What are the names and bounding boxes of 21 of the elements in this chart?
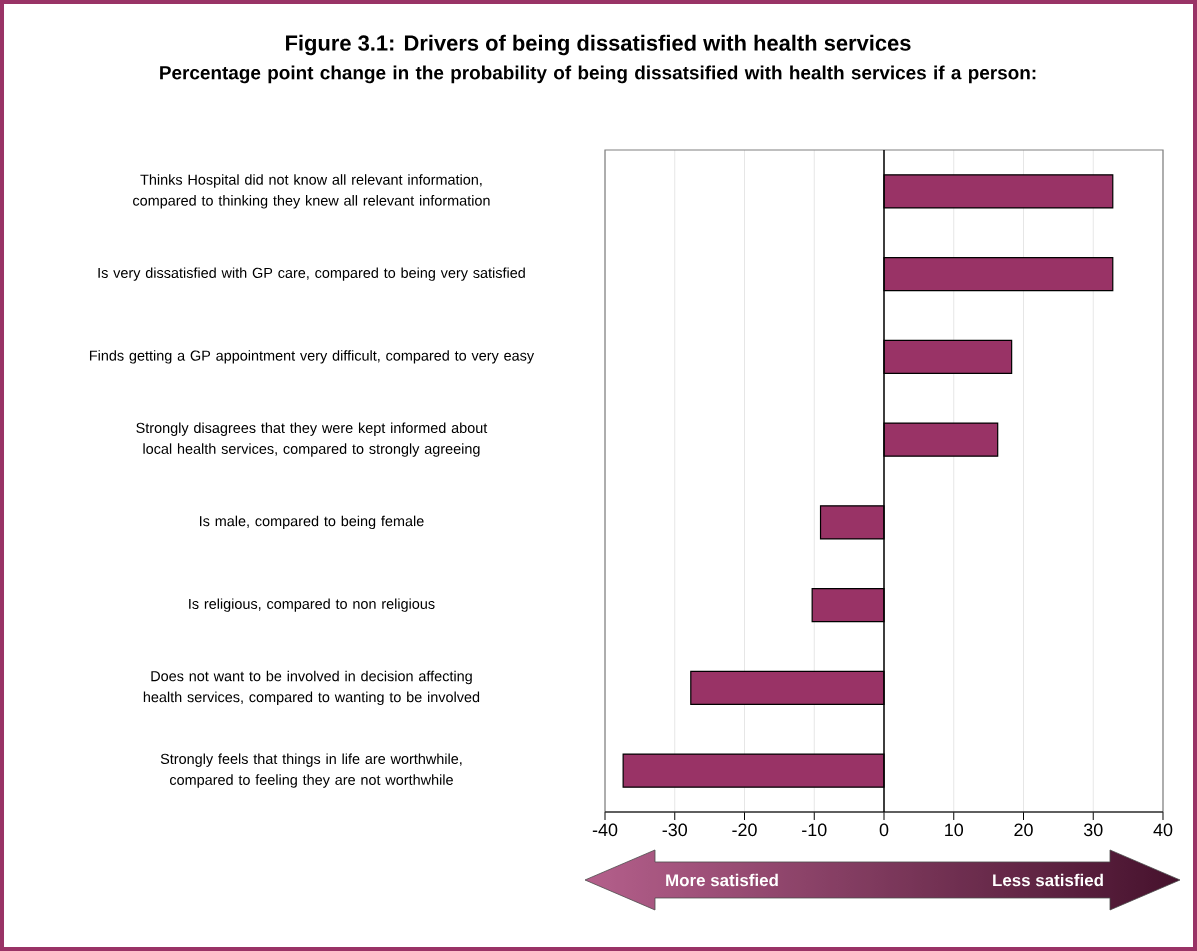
text: More satisfied (666, 873, 778, 887)
x-tick-label: -40 (592, 823, 618, 837)
chart-title: Figure 3.1: Drivers of being dissatisfied with health services (286, 34, 911, 56)
text: Less satisfied (993, 873, 1103, 887)
y-tick-label: Is male, compared to being female (200, 515, 424, 530)
chart-subtitle: Percentage point change in the probability of being dissatsified with health services if a person: (160, 65, 1036, 84)
y-tick-label: Strongly feels that things in life are worthwhile, compared to feeling they are not worthwhile (160, 753, 462, 788)
y-tick-label: Strongly disagrees that they were kept informed about local health services, compared to strongly agreeing (136, 422, 488, 457)
x-tick-label: 20 (1014, 823, 1033, 837)
x-tick-label: -30 (662, 823, 688, 837)
y-tick-label: Does not want to be involved in decision affecting health services, compared to wanting to be involved (143, 670, 480, 706)
x-tick-label: 0 (879, 823, 889, 837)
x-tick-label: 10 (945, 823, 964, 837)
y-tick-label: Thinks Hospital did not know all relevant information, compared to thinking they knew all relevant information (133, 174, 490, 209)
x-tick-label: -20 (732, 823, 757, 837)
y-tick-label: Is religious, compared to non religious (189, 598, 435, 612)
y-tick-label: Is very dissatisfied with GP care, compared to being very satisfied (98, 267, 525, 281)
y-tick-label: Finds getting a GP appointment very difficult, compared to very easy (89, 350, 535, 364)
x-tick-label: 40 (1153, 823, 1173, 837)
x-tick-label: 30 (1083, 823, 1103, 837)
x-tick-label: -10 (802, 823, 827, 837)
